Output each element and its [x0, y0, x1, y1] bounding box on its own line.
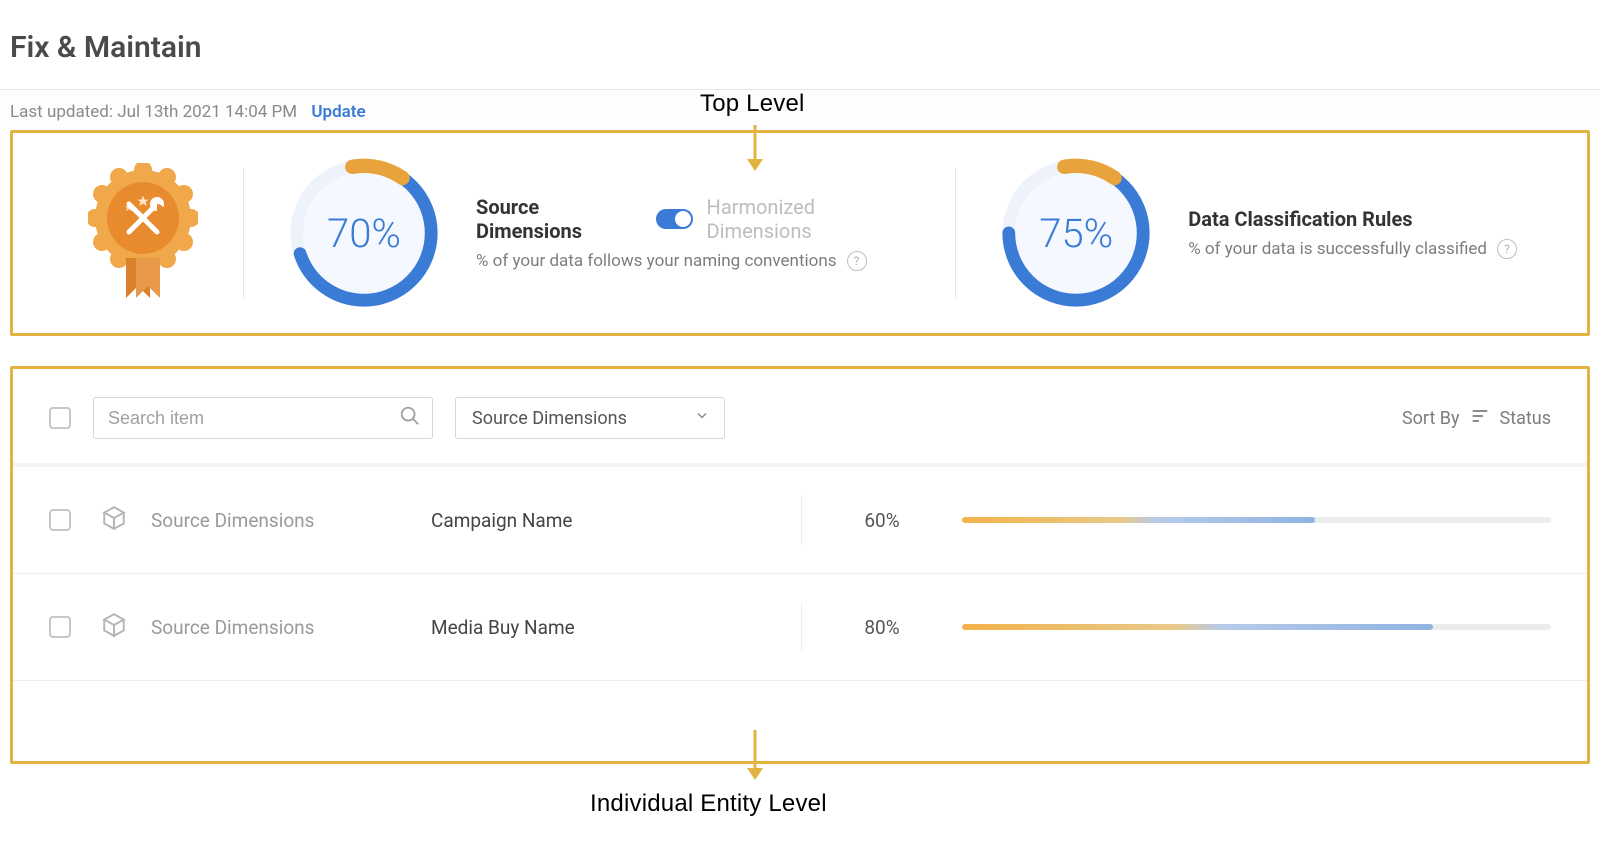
- last-updated-value: Jul 13th 2021 14:04 PM: [117, 102, 297, 122]
- table-row[interactable]: Source Dimensions Media Buy Name 80%: [13, 574, 1587, 681]
- row-progress-bar: [962, 624, 1551, 630]
- harmonized-dimensions-label[interactable]: Harmonized Dimensions: [707, 195, 916, 243]
- help-icon[interactable]: ?: [847, 251, 867, 271]
- source-dimensions-label: Source Dimensions: [476, 195, 642, 243]
- divider: [801, 602, 802, 652]
- source-dimensions-metric: 70% Source Dimensions Harmonized Dimensi…: [244, 153, 955, 313]
- row-checkbox[interactable]: [49, 616, 71, 638]
- search-icon: [399, 405, 421, 431]
- classification-label: Data Classification Rules: [1188, 207, 1412, 231]
- row-category: Source Dimensions: [151, 616, 431, 639]
- row-name: Campaign Name: [431, 509, 781, 532]
- arrow-down-icon: [743, 730, 767, 780]
- classification-percent-value: 75%: [996, 153, 1156, 313]
- source-subtext: % of your data follows your naming conve…: [476, 251, 837, 271]
- dropdown-value: Source Dimensions: [472, 408, 627, 429]
- classification-subtext: % of your data is successfully classifie…: [1188, 239, 1487, 259]
- annotation-top-level: Top Level: [700, 90, 805, 118]
- help-icon[interactable]: ?: [1497, 239, 1517, 259]
- arrow-down-icon: [743, 125, 767, 171]
- row-checkbox[interactable]: [49, 509, 71, 531]
- entity-list-panel: Source Dimensions Sort By Status Source …: [10, 366, 1590, 764]
- row-category: Source Dimensions: [151, 509, 431, 532]
- classification-percent-donut: 75%: [996, 153, 1156, 313]
- quality-badge-icon: [43, 163, 243, 303]
- divider: [801, 495, 802, 545]
- dimensions-toggle[interactable]: [656, 209, 692, 229]
- source-percent-value: 70%: [284, 153, 444, 313]
- row-percent: 60%: [822, 509, 942, 532]
- classification-metric: 75% Data Classification Rules % of your …: [956, 153, 1557, 313]
- table-row[interactable]: Source Dimensions Campaign Name 60%: [13, 467, 1587, 574]
- sort-by-value: Status: [1500, 408, 1551, 429]
- last-updated-label: Last updated:: [10, 102, 117, 122]
- annotation-entity-level: Individual Entity Level: [590, 790, 827, 818]
- row-progress-bar: [962, 517, 1551, 523]
- top-level-panel: 70% Source Dimensions Harmonized Dimensi…: [10, 130, 1590, 336]
- update-link[interactable]: Update: [311, 102, 365, 122]
- cube-icon: [101, 612, 127, 642]
- sort-by-label: Sort By: [1402, 408, 1460, 429]
- row-name: Media Buy Name: [431, 616, 781, 639]
- page-title: Fix & Maintain: [0, 0, 1600, 89]
- search-input[interactable]: [93, 397, 433, 439]
- sort-by-control[interactable]: Sort By Status: [1402, 406, 1551, 431]
- chevron-down-icon: [694, 408, 710, 429]
- list-toolbar: Source Dimensions Sort By Status: [13, 369, 1587, 463]
- source-percent-donut: 70%: [284, 153, 444, 313]
- sort-icon: [1470, 406, 1490, 431]
- cube-icon: [101, 505, 127, 535]
- category-dropdown[interactable]: Source Dimensions: [455, 397, 725, 439]
- select-all-checkbox[interactable]: [49, 407, 71, 429]
- row-percent: 80%: [822, 616, 942, 639]
